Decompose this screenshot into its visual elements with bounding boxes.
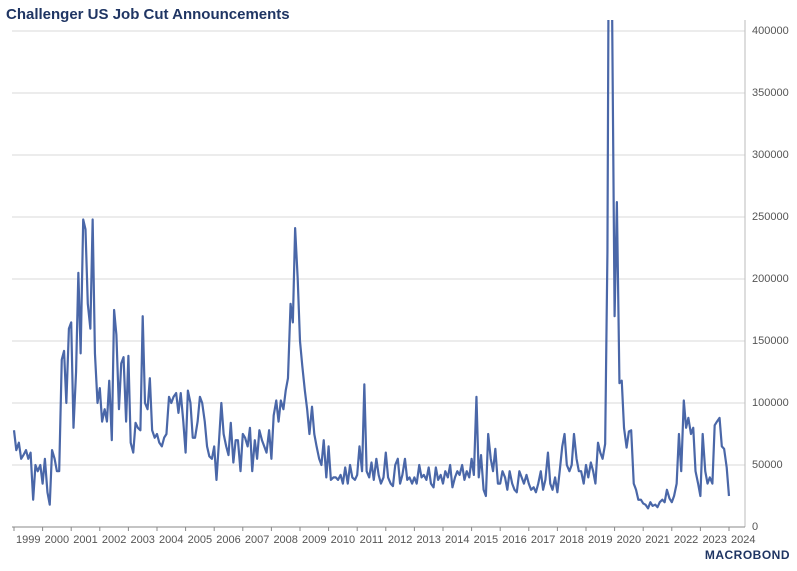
x-tick-label: 2020: [617, 534, 641, 546]
x-tick-label: 2016: [502, 534, 526, 546]
source-logo: MACROBOND: [705, 548, 790, 562]
x-tick-label: 2005: [188, 534, 212, 546]
x-tick-label: 2024: [731, 534, 755, 546]
y-tick-label: 0: [752, 521, 758, 533]
x-tick-label: 2007: [245, 534, 269, 546]
x-tick-label: 2009: [302, 534, 326, 546]
x-tick-label: 2001: [73, 534, 97, 546]
y-tick-label: 300000: [752, 149, 789, 161]
y-tick-label: 200000: [752, 273, 789, 285]
x-tick-label: 2010: [331, 534, 355, 546]
x-tick-label: 2004: [159, 534, 183, 546]
y-tick-label: 100000: [752, 397, 789, 409]
x-tick-label: 2011: [360, 534, 384, 546]
x-tick-label: 2014: [445, 534, 469, 546]
x-tick-label: 1999: [16, 534, 40, 546]
y-tick-label: 350000: [752, 87, 789, 99]
x-tick-label: 2006: [216, 534, 240, 546]
x-tick-label: 2013: [416, 534, 440, 546]
x-tick-label: 2018: [559, 534, 583, 546]
x-tick-label: 2019: [588, 534, 612, 546]
y-tick-label: 250000: [752, 211, 789, 223]
x-tick-label: 2000: [45, 534, 69, 546]
x-tick-label: 2015: [474, 534, 498, 546]
chart-title: Challenger US Job Cut Announcements: [6, 6, 290, 23]
x-tick-label: 2003: [130, 534, 154, 546]
x-tick-label: 2008: [273, 534, 297, 546]
x-tick-label: 2023: [702, 534, 726, 546]
y-tick-label: 50000: [752, 459, 783, 471]
x-tick-label: 2021: [645, 534, 669, 546]
y-tick-label: 150000: [752, 335, 789, 347]
x-tick-label: 2002: [102, 534, 126, 546]
data-line: [12, 20, 731, 510]
y-tick-label: 400000: [752, 25, 789, 37]
x-tick-label: 2022: [674, 534, 698, 546]
x-tick-label: 2012: [388, 534, 412, 546]
x-tick-label: 2017: [531, 534, 555, 546]
plot-area: [12, 20, 731, 510]
